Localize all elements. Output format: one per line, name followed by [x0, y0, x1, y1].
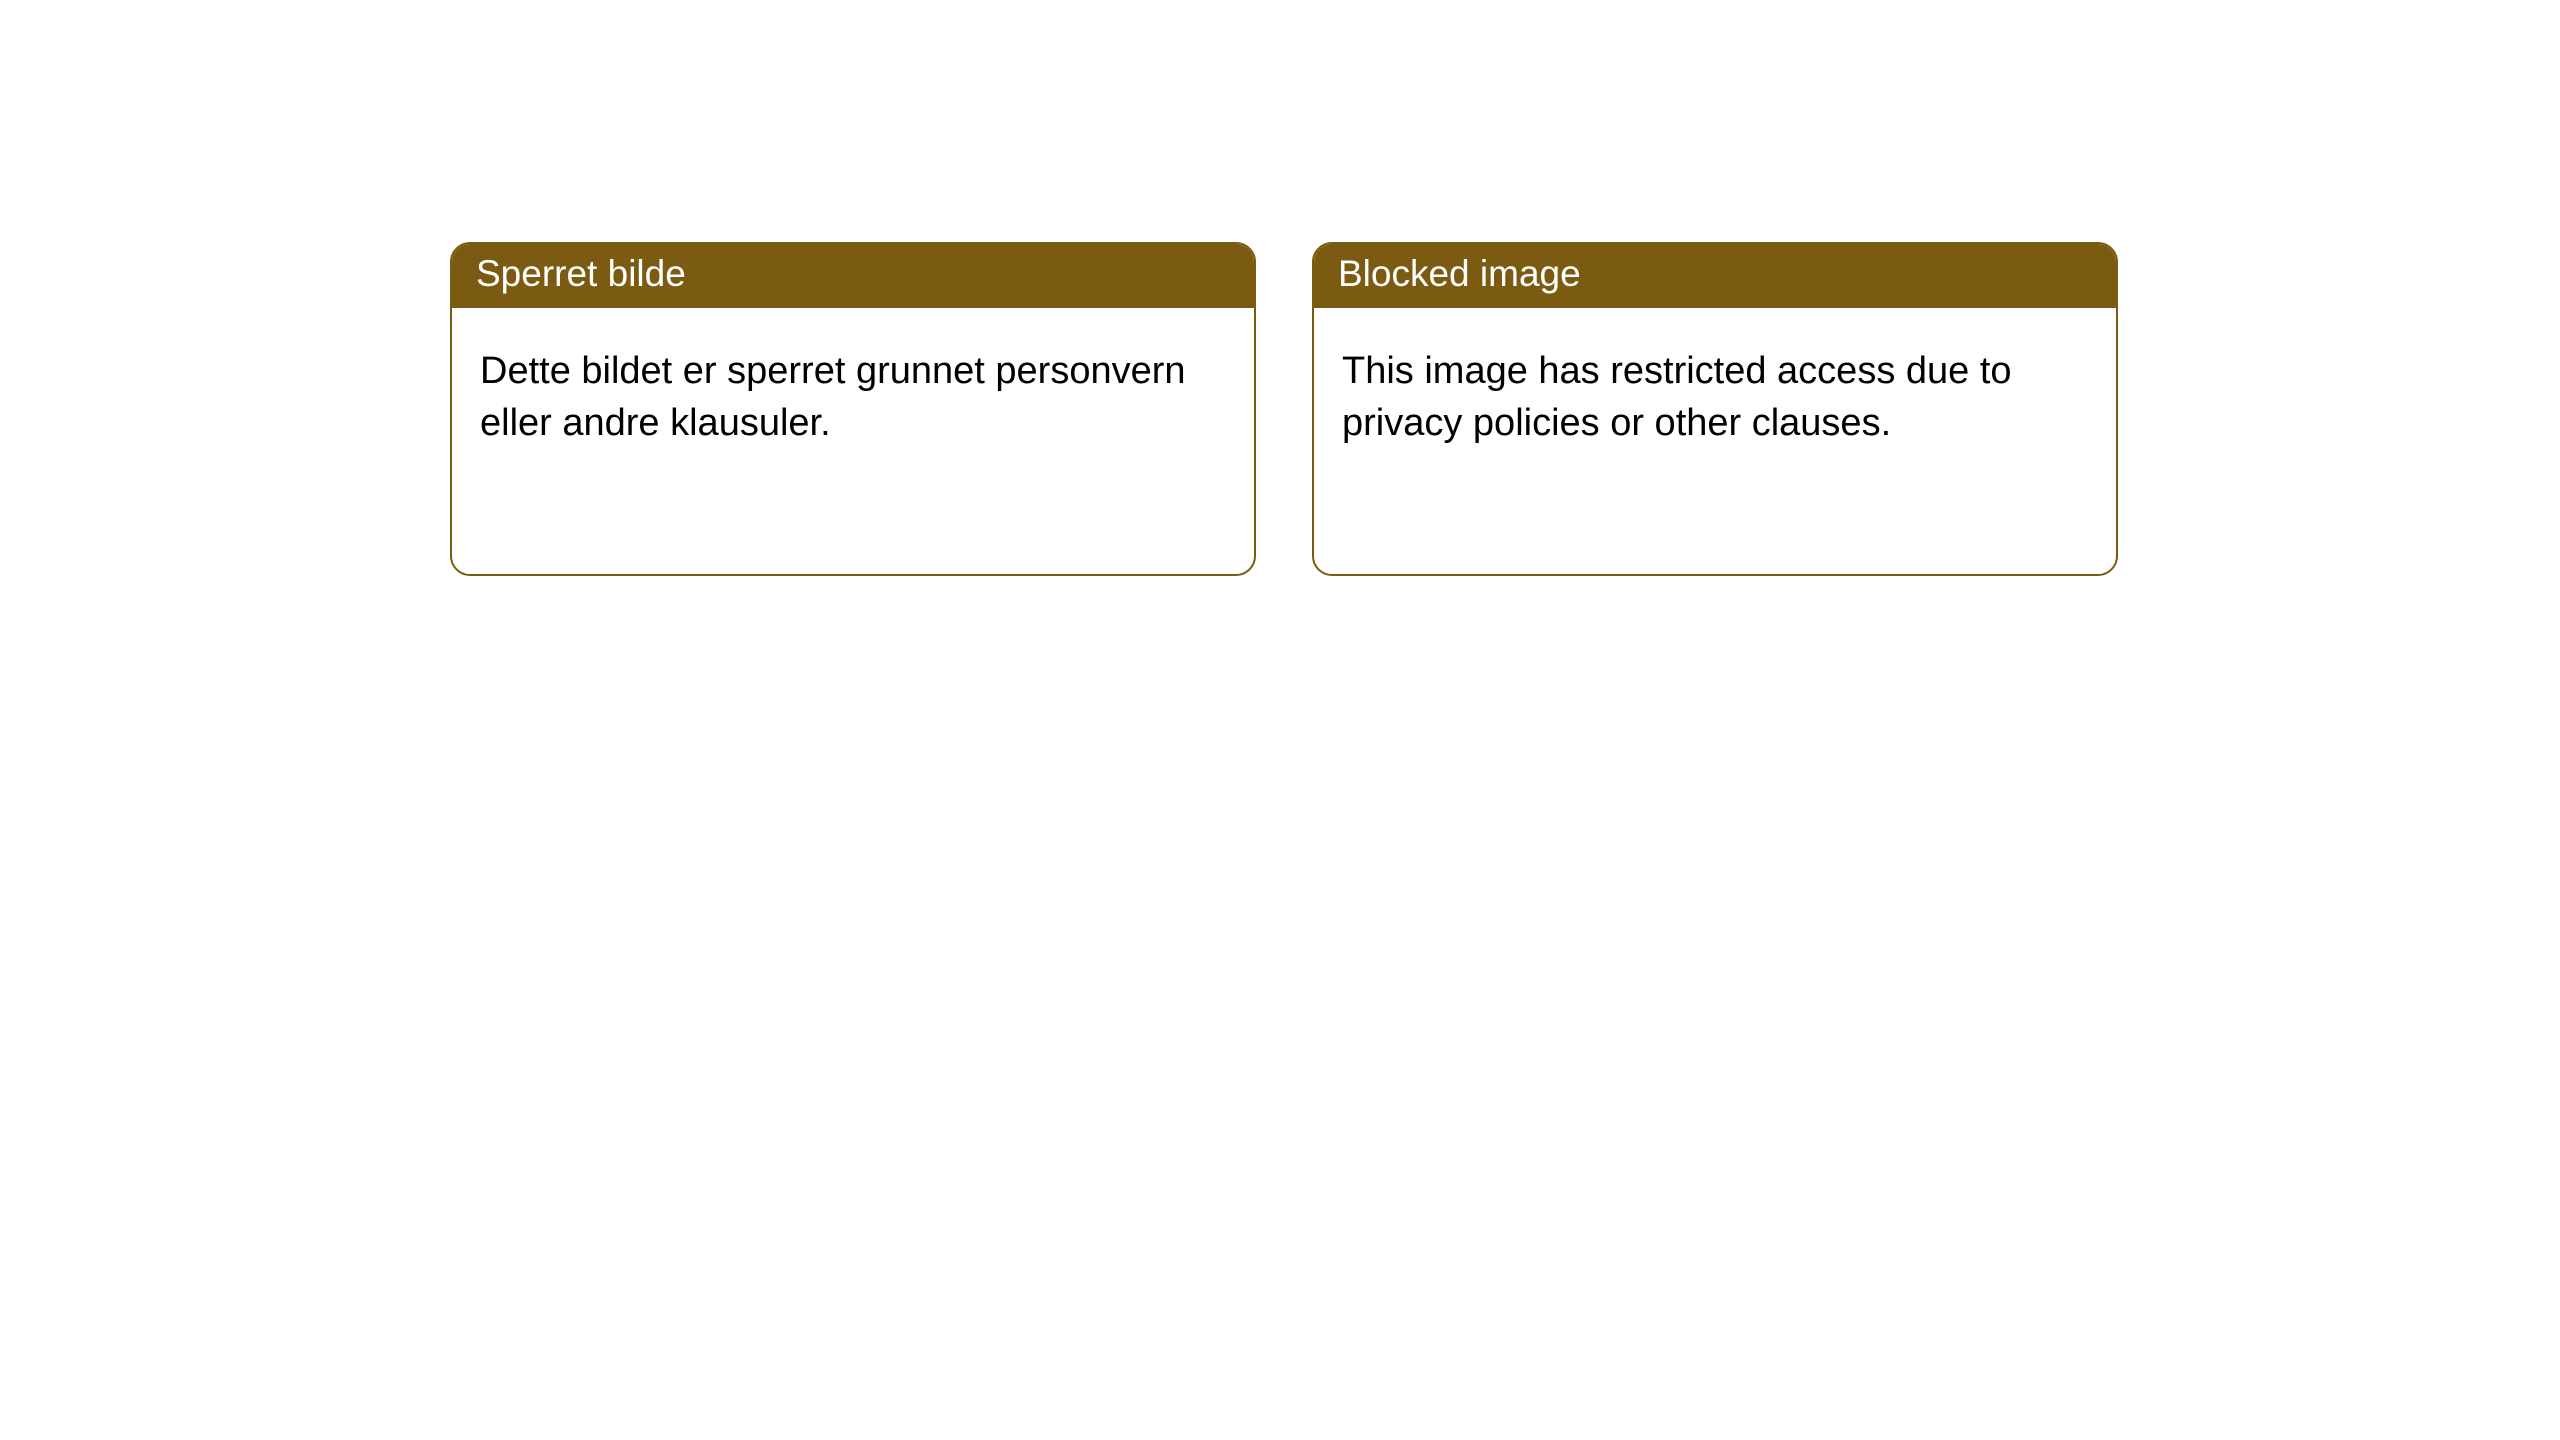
card-body-en: This image has restricted access due to … — [1314, 308, 2116, 487]
card-title-en: Blocked image — [1314, 244, 2116, 308]
notice-container: Sperret bilde Dette bildet er sperret gr… — [0, 0, 2560, 576]
card-body-no: Dette bildet er sperret grunnet personve… — [452, 308, 1254, 487]
card-title-no: Sperret bilde — [452, 244, 1254, 308]
blocked-image-card-no: Sperret bilde Dette bildet er sperret gr… — [450, 242, 1256, 576]
blocked-image-card-en: Blocked image This image has restricted … — [1312, 242, 2118, 576]
